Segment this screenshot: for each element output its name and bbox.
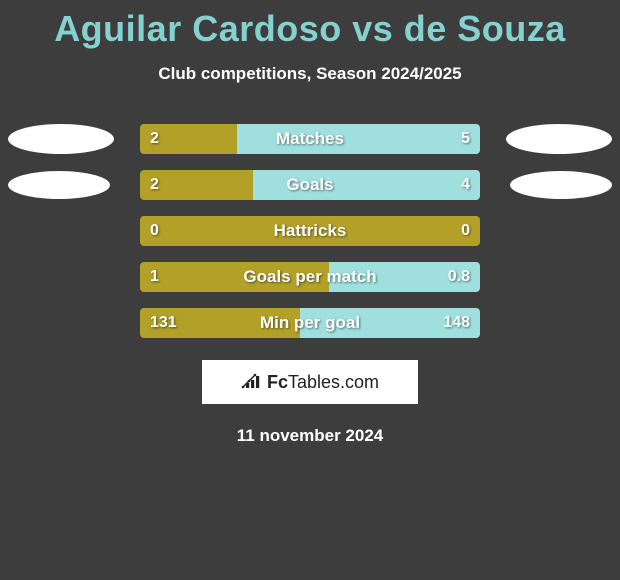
bar-chart-icon [241,371,263,394]
bar-right [300,308,480,338]
player-badge-left [8,124,114,154]
bar-right [237,124,480,154]
bar-track [140,170,480,200]
bar-left [140,216,480,246]
bar-track [140,308,480,338]
stat-row: 131148Min per goal [0,308,620,338]
stat-row: 10.8Goals per match [0,262,620,292]
bar-left [140,170,253,200]
player-badge-right [506,124,612,154]
page-subtitle: Club competitions, Season 2024/2025 [0,64,620,84]
bar-left [140,308,300,338]
player-badge-left [8,171,110,199]
chart-area: 25Matches 24Goals 00Hattricks 10.8Goals per… [0,124,620,338]
page-title: Aguilar Cardoso vs de Souza [0,0,620,50]
bar-left [140,124,237,154]
bar-right [253,170,480,200]
stat-row: 00Hattricks [0,216,620,246]
player-badge-right [510,171,612,199]
bar-right [329,262,480,292]
bar-track [140,124,480,154]
stat-row: 24Goals [0,170,620,200]
bar-track [140,262,480,292]
bar-track [140,216,480,246]
stat-row: 25Matches [0,124,620,154]
comparison-chart: Aguilar Cardoso vs de Souza Club competi… [0,0,620,580]
date-label: 11 november 2024 [0,426,620,446]
bar-left [140,262,329,292]
branding-badge: FcTables.com [202,360,418,404]
branding-text: FcTables.com [267,372,379,393]
